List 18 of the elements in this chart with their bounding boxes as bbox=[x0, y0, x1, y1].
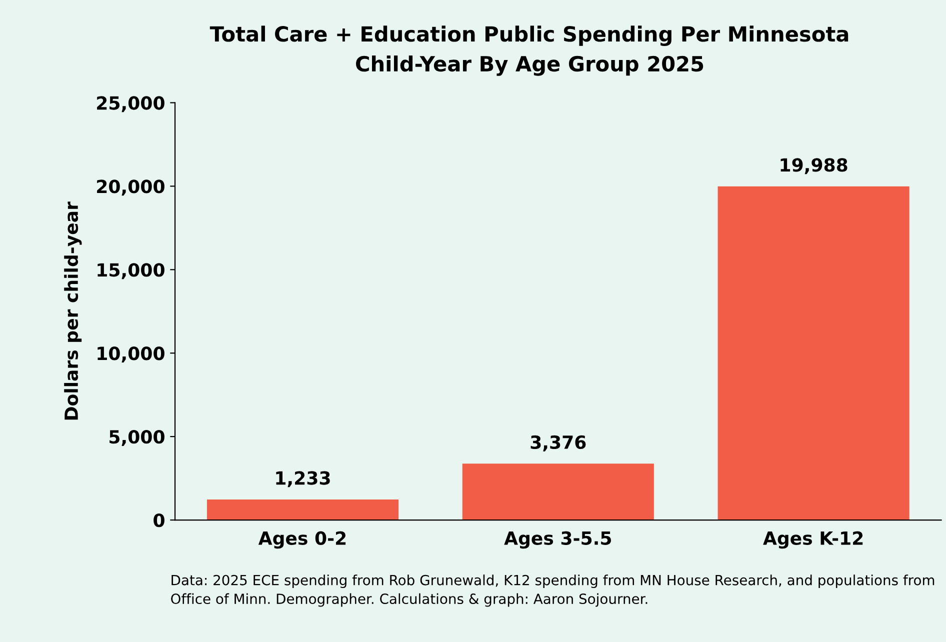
text: Data: 2025 ECE spending from Rob Grunewald, K12 spending from MN House Research, and populations from Office of Minn. Demographer. Calculations & graph: Aaron Sojourner. bbox=[171, 574, 934, 607]
y-tick-label: 0 bbox=[154, 513, 164, 528]
y-tick-label: 10,000 bbox=[98, 346, 164, 363]
bar bbox=[718, 186, 910, 520]
x-tick-label: Ages K-12 bbox=[763, 531, 863, 549]
y-tick-label: 20,000 bbox=[97, 180, 164, 196]
y-tick-label: 25,000 bbox=[97, 96, 164, 112]
bar bbox=[206, 499, 399, 520]
data-label: 3,376 bbox=[530, 435, 586, 452]
x-tick-label: Ages 0-2 bbox=[258, 531, 346, 549]
x-tick-label: Ages 3-5.5 bbox=[504, 531, 611, 549]
y-axis-title: Dollars per child-year bbox=[64, 202, 82, 420]
data-label: 1,233 bbox=[276, 471, 330, 488]
y-tick-label: 15,000 bbox=[98, 263, 164, 280]
bar bbox=[462, 464, 654, 520]
data-label: 19,988 bbox=[780, 158, 848, 174]
chart-title: Total Care + Education Public Spending Per Minnesota Child-Year By Age Group 2025 bbox=[210, 26, 848, 76]
y-tick-label: 5,000 bbox=[110, 430, 164, 446]
